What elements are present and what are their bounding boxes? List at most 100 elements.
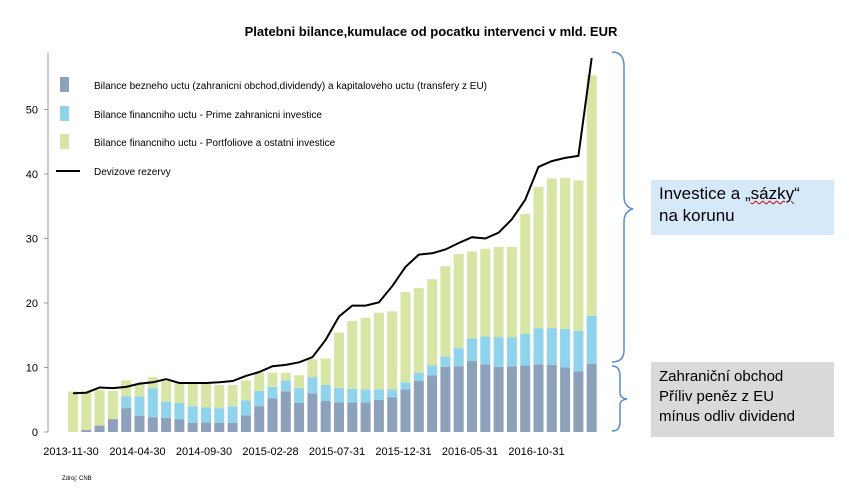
- x-tick-label: 2013-11-30: [43, 446, 98, 458]
- bar-series1: [400, 389, 411, 432]
- x-tick-label: 2015-12-31: [375, 446, 431, 458]
- annotation-brackets: [611, 51, 634, 432]
- bar-series3: [413, 288, 424, 373]
- x-tick-label: 2016-05-31: [442, 446, 498, 458]
- bar-series3: [586, 75, 597, 316]
- bar-series1: [334, 402, 344, 432]
- legend: Bilance bezneho uctu (zahranicni obchod,…: [56, 77, 487, 178]
- bar-series1: [147, 417, 158, 432]
- bar-series2: [307, 377, 318, 394]
- bar-series1: [467, 361, 477, 432]
- bar-series2: [320, 384, 331, 402]
- callout-investice-line1: Investice a „sázky“: [659, 183, 826, 205]
- bar-series3: [506, 246, 517, 338]
- bar-series3: [267, 372, 278, 387]
- bar-series1: [214, 422, 225, 432]
- bar-series2: [227, 406, 238, 423]
- legend-swatch: [60, 134, 69, 149]
- bar-series1: [134, 415, 145, 432]
- bar-series1: [533, 364, 544, 432]
- bar-series1: [506, 366, 517, 432]
- bar-series2: [453, 348, 464, 367]
- bar-series1: [440, 366, 451, 432]
- bar-series3: [387, 311, 398, 390]
- legend-entry: Bilance financniho uctu - Portfoliove a …: [94, 138, 336, 149]
- legend-swatch: [60, 106, 69, 121]
- bar-series2: [467, 338, 477, 362]
- bar-series1: [227, 422, 238, 432]
- bar-series3: [227, 384, 238, 407]
- bar-series1: [453, 366, 464, 432]
- bar-series3: [427, 279, 438, 366]
- legend-entry: Bilance bezneho uctu (zahranicni obchod,…: [94, 81, 487, 92]
- bar-series2: [573, 330, 584, 372]
- bar-series3: [187, 383, 198, 407]
- bar-series1: [546, 364, 557, 432]
- bar-series1: [413, 381, 424, 432]
- bar-series2: [493, 337, 504, 367]
- bar-series3: [214, 384, 225, 409]
- callout-investice-line2: na korunu: [659, 206, 735, 225]
- bar-series1: [320, 401, 331, 432]
- bar-series3: [161, 381, 172, 402]
- bar-series2: [280, 380, 291, 392]
- bar-series3: [560, 177, 571, 329]
- bar-series3: [134, 383, 145, 397]
- bar-series2: [201, 407, 211, 423]
- bar-series1: [240, 415, 251, 432]
- bar-series1: [201, 422, 211, 432]
- bar-series2: [161, 401, 172, 418]
- chart-title: Platebni bilance,kumulace od pocatku int…: [245, 24, 618, 39]
- bar-area: [68, 75, 597, 432]
- bar-series1: [107, 419, 118, 432]
- bracket-lower: [611, 365, 628, 432]
- bar-series1: [280, 391, 291, 432]
- bar-series1: [267, 398, 278, 432]
- bar-series3: [254, 372, 265, 391]
- bar-series2: [506, 337, 517, 367]
- bar-series2: [387, 389, 398, 398]
- bar-series1: [121, 408, 132, 432]
- bar-series1: [294, 402, 305, 432]
- callout-obchod-line1: Zahraniční obchod: [659, 368, 784, 385]
- bar-series2: [187, 406, 198, 423]
- y-tick-label: 50: [26, 105, 38, 117]
- bar-series3: [320, 358, 331, 385]
- bar-series2: [560, 328, 571, 368]
- bar-series3: [201, 383, 211, 408]
- bar-series3: [121, 380, 132, 397]
- bar-series2: [360, 389, 371, 403]
- bar-series2: [427, 365, 438, 376]
- bar-series2: [254, 390, 265, 407]
- y-tick-label: 0: [32, 427, 38, 439]
- bar-series1: [360, 402, 371, 432]
- bar-series1: [347, 402, 358, 432]
- legend-swatch: [60, 77, 69, 92]
- bar-series1: [81, 430, 92, 432]
- bar-series1: [94, 425, 105, 432]
- bar-series3: [240, 380, 251, 401]
- bar-series3: [573, 180, 584, 331]
- bar-series2: [240, 400, 251, 416]
- y-tick-label: 10: [26, 363, 38, 375]
- bar-series3: [546, 178, 557, 329]
- bar-series2: [546, 328, 557, 365]
- bracket-upper: [611, 51, 634, 363]
- bar-series1: [307, 393, 318, 432]
- bar-series3: [453, 253, 464, 349]
- bar-series1: [427, 375, 438, 432]
- bar-series3: [347, 321, 358, 389]
- bar-series2: [480, 336, 491, 365]
- bar-series3: [174, 382, 185, 403]
- callout-investice: Investice a „sázky“ na korunu: [651, 180, 834, 235]
- bar-series3: [334, 332, 344, 389]
- bar-series3: [294, 375, 305, 389]
- bar-series3: [400, 292, 411, 383]
- bar-series2: [373, 389, 384, 400]
- callout-investice-suffix: “: [794, 184, 800, 203]
- bar-series1: [573, 371, 584, 432]
- bar-series3: [440, 266, 451, 357]
- x-tick-label: 2014-04-30: [109, 446, 165, 458]
- callout-obchod-line2: Příliv peněz z EU: [659, 388, 775, 405]
